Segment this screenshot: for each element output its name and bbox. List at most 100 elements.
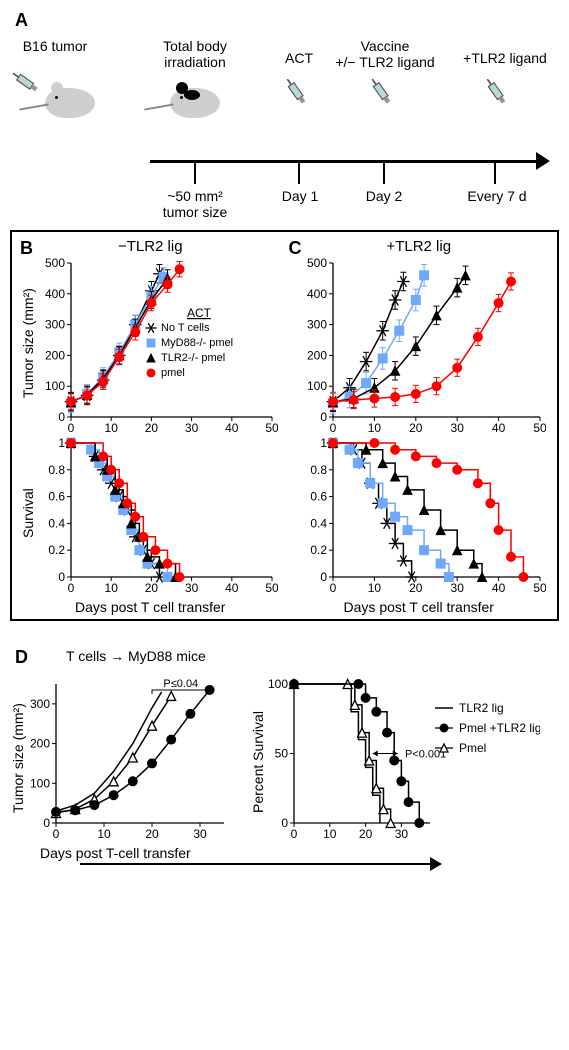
- timeline-tick-3: [494, 160, 496, 184]
- svg-text:0: 0: [321, 570, 328, 584]
- svg-text:300: 300: [30, 697, 50, 711]
- svg-text:0.2: 0.2: [311, 543, 328, 557]
- panel-c-label: C: [289, 238, 302, 259]
- svg-text:500: 500: [307, 257, 327, 270]
- panel-a-item-1: Total body irradiation: [150, 38, 240, 70]
- panel-d-header: T cells → MyD88 mice: [66, 648, 206, 664]
- svg-text:Pmel: Pmel: [459, 741, 486, 755]
- svg-text:40: 40: [492, 421, 506, 435]
- panel-c-xlabel: Days post T cell transfer: [344, 599, 494, 615]
- svg-text:10: 10: [368, 581, 382, 595]
- svg-text:1: 1: [321, 437, 328, 450]
- panel-d-xlabel: Days post T-cell transfer: [40, 845, 559, 861]
- panel-d-tumor-chart: 01020300100200300P≤0.04: [10, 668, 230, 843]
- svg-text:pmel: pmel: [161, 367, 185, 379]
- svg-text:400: 400: [45, 287, 65, 301]
- timeline-tick-label-1: Day 1: [278, 188, 322, 204]
- timeline-arrow: [150, 160, 540, 163]
- svg-text:0.4: 0.4: [48, 516, 65, 530]
- svg-text:0: 0: [43, 816, 50, 830]
- svg-text:0: 0: [330, 581, 337, 595]
- mouse-icon-2: [170, 88, 220, 118]
- svg-text:0.8: 0.8: [311, 463, 328, 477]
- svg-text:50: 50: [534, 581, 547, 595]
- panel-b-xlabel: Days post T cell transfer: [75, 599, 225, 615]
- svg-text:0: 0: [67, 581, 74, 595]
- panel-d-x-arrow: [80, 863, 430, 865]
- svg-text:ACT: ACT: [187, 306, 212, 320]
- svg-text:10: 10: [368, 421, 382, 435]
- panel-a-item-2: ACT: [279, 50, 319, 66]
- svg-text:Pmel +TLR2 lig: Pmel +TLR2 lig: [459, 721, 540, 735]
- svg-text:400: 400: [307, 287, 327, 301]
- panel-d-survival-chart: 0102030050100P<0.001TLR2 ligPmel +TLR2 l…: [250, 668, 540, 843]
- svg-text:No T cells: No T cells: [161, 322, 210, 334]
- syringe-icon-1: [3, 59, 50, 106]
- panel-b-ylabel-top: Tumor size (mm²): [20, 288, 36, 398]
- svg-text:P≤0.04: P≤0.04: [163, 678, 198, 690]
- svg-text:0: 0: [58, 410, 65, 424]
- svg-text:0.4: 0.4: [311, 516, 328, 530]
- timeline-tick-label-3: Every 7 d: [462, 188, 532, 204]
- panel-b-ylabel-bot: Survival: [20, 488, 36, 538]
- svg-text:50: 50: [275, 747, 289, 761]
- panel-b-title: −TLR2 lig: [118, 238, 183, 255]
- svg-text:MyD88-/- pmel: MyD88-/- pmel: [161, 337, 233, 349]
- panel-a-label: A: [15, 10, 28, 31]
- svg-text:100: 100: [45, 379, 65, 393]
- svg-text:40: 40: [225, 421, 239, 435]
- panel-c-tumor-chart: 010203040500100200300400500: [291, 257, 546, 437]
- svg-text:100: 100: [307, 379, 327, 393]
- svg-text:20: 20: [409, 581, 423, 595]
- svg-text:300: 300: [307, 318, 327, 332]
- svg-text:20: 20: [409, 421, 423, 435]
- mouse-icon-1: [45, 88, 95, 118]
- svg-text:40: 40: [492, 581, 506, 595]
- svg-text:0: 0: [291, 827, 298, 841]
- svg-text:50: 50: [534, 421, 547, 435]
- svg-text:50: 50: [265, 581, 278, 595]
- panel-b-survival-chart: 0102030405000.20.40.60.81: [23, 437, 278, 597]
- panel-d-ylabel-right: Percent Survival: [250, 711, 266, 813]
- panel-bc-box: B −TLR2 lig 010203040500100200300400500A…: [10, 230, 559, 621]
- svg-text:20: 20: [144, 581, 158, 595]
- svg-text:100: 100: [30, 776, 50, 790]
- svg-text:30: 30: [193, 827, 207, 841]
- panel-c-survival-chart: 0 10 20 30 40 50 0 0.2 0.4 0.6 0.8 1: [291, 437, 546, 597]
- svg-text:0: 0: [53, 827, 60, 841]
- svg-text:1: 1: [58, 437, 65, 450]
- svg-text:200: 200: [30, 737, 50, 751]
- svg-text:TLR2 lig: TLR2 lig: [459, 701, 504, 715]
- svg-text:500: 500: [45, 257, 65, 270]
- svg-text:30: 30: [185, 421, 199, 435]
- svg-text:0: 0: [67, 421, 74, 435]
- svg-text:200: 200: [307, 348, 327, 362]
- svg-text:10: 10: [104, 421, 118, 435]
- panel-d-ylabel-left: Tumor size (mm²): [10, 703, 26, 813]
- timeline-arrowhead: [536, 152, 550, 170]
- syringe-icon-2: [273, 69, 320, 116]
- panel-d-label: D: [15, 647, 28, 668]
- panel-b-label: B: [20, 238, 33, 259]
- syringe-icon-3: [358, 69, 405, 116]
- panel-b: B −TLR2 lig 010203040500100200300400500A…: [18, 238, 283, 615]
- panel-d: D T cells → MyD88 mice Tumor size (mm²) …: [10, 647, 559, 865]
- svg-text:50: 50: [265, 421, 278, 435]
- svg-text:300: 300: [45, 318, 65, 332]
- svg-text:0.6: 0.6: [311, 490, 328, 504]
- svg-text:0: 0: [330, 421, 337, 435]
- svg-text:P<0.001: P<0.001: [405, 749, 446, 761]
- svg-text:20: 20: [144, 421, 158, 435]
- svg-text:20: 20: [145, 827, 159, 841]
- svg-text:10: 10: [104, 581, 118, 595]
- svg-text:30: 30: [395, 827, 409, 841]
- panel-a-item-0: B16 tumor: [15, 38, 95, 54]
- svg-text:0: 0: [321, 410, 328, 424]
- svg-text:0: 0: [281, 816, 288, 830]
- figure: A B16 tumor Total body irradiation ACT V…: [10, 10, 559, 865]
- syringe-icon-4: [473, 69, 520, 116]
- svg-text:20: 20: [359, 827, 373, 841]
- svg-text:30: 30: [451, 581, 465, 595]
- svg-text:100: 100: [268, 677, 288, 691]
- panel-a: A B16 tumor Total body irradiation ACT V…: [10, 10, 559, 220]
